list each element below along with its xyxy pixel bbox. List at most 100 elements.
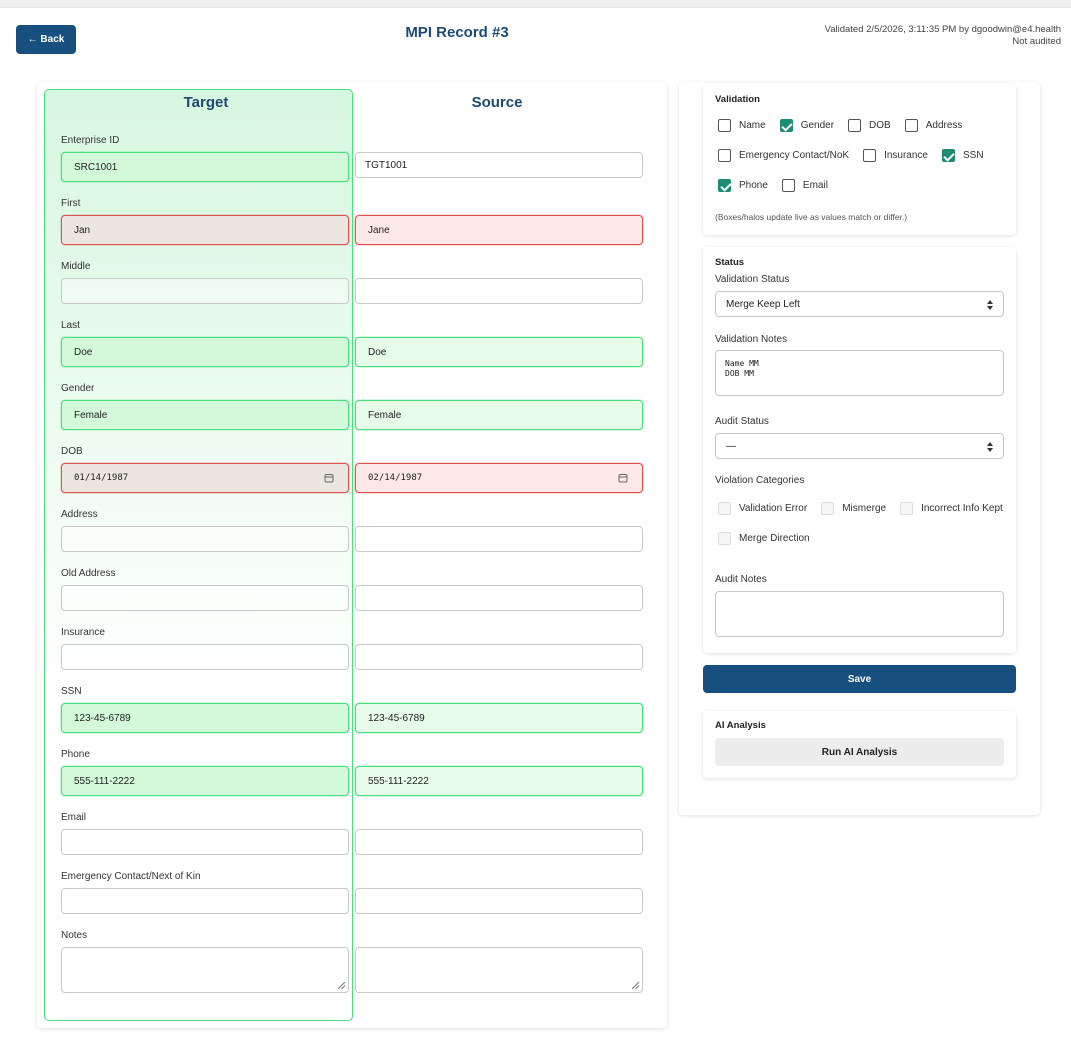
ai-title: AI Analysis bbox=[715, 720, 766, 731]
target-input[interactable]: 555-111-2222 bbox=[61, 766, 349, 796]
validation-note: (Boxes/halos update live as values match… bbox=[715, 212, 908, 222]
field-pair bbox=[61, 644, 643, 670]
calendar-icon[interactable] bbox=[618, 473, 628, 483]
field-label: First bbox=[61, 198, 81, 209]
validation-check: Insurance bbox=[863, 149, 928, 162]
target-input[interactable] bbox=[61, 278, 349, 304]
check-label: Merge Direction bbox=[739, 533, 810, 544]
page-title: MPI Record #3 bbox=[405, 24, 509, 41]
check-label: Gender bbox=[800, 120, 835, 131]
validation-title: Validation bbox=[715, 94, 760, 105]
field-pair: SRC1001 TGT1001 bbox=[61, 152, 643, 182]
check-label: Incorrect Info Kept bbox=[921, 503, 1003, 514]
check-label: Emergency Contact/NoK bbox=[739, 150, 850, 161]
target-input[interactable] bbox=[61, 947, 349, 993]
check-label: SSN bbox=[962, 150, 984, 161]
field-label: Insurance bbox=[61, 627, 105, 638]
target-input[interactable]: SRC1001 bbox=[61, 152, 349, 182]
validation-check: Emergency Contact/NoK bbox=[718, 149, 849, 162]
field-pair: Female Female bbox=[61, 400, 643, 430]
checkbox[interactable] bbox=[904, 119, 918, 132]
target-input[interactable] bbox=[61, 888, 349, 914]
field-pair bbox=[61, 888, 643, 914]
field-label: Violation Categories bbox=[715, 475, 805, 486]
checkbox[interactable] bbox=[718, 502, 731, 515]
checkbox[interactable] bbox=[718, 149, 731, 162]
source-input[interactable]: Female bbox=[355, 400, 643, 430]
source-heading: Source bbox=[471, 94, 523, 111]
run-ai-button[interactable]: Run AI Analysis bbox=[715, 738, 1004, 766]
source-input[interactable]: 555-111-2222 bbox=[355, 766, 643, 796]
source-input[interactable]: Jane bbox=[355, 215, 643, 245]
field-label: Email bbox=[61, 812, 87, 823]
checkbox[interactable] bbox=[779, 119, 793, 132]
field-label: SSN bbox=[61, 686, 82, 697]
target-input[interactable] bbox=[61, 585, 349, 611]
field-label: Gender bbox=[61, 383, 95, 394]
target-input[interactable]: Doe bbox=[61, 337, 349, 367]
checkbox[interactable] bbox=[900, 502, 914, 515]
checkbox[interactable] bbox=[718, 119, 731, 132]
target-input[interactable] bbox=[61, 526, 349, 552]
validation-check: DOB bbox=[848, 119, 891, 132]
target-input[interactable]: Jan bbox=[61, 215, 349, 245]
check-label: Insurance bbox=[884, 150, 928, 161]
source-input[interactable] bbox=[355, 585, 643, 611]
source-input[interactable] bbox=[355, 644, 643, 670]
target-input[interactable]: Female bbox=[61, 400, 349, 430]
field-pair: Doe Doe bbox=[61, 337, 643, 367]
field-pair: 555-111-2222 555-111-2222 bbox=[61, 766, 643, 796]
checkbox[interactable] bbox=[718, 532, 731, 545]
audit-info: Not audited bbox=[1012, 36, 1061, 47]
source-input[interactable]: Doe bbox=[355, 337, 643, 367]
source-input[interactable] bbox=[355, 947, 643, 993]
target-input[interactable] bbox=[61, 644, 349, 670]
checkbox[interactable] bbox=[941, 149, 955, 162]
source-input[interactable] bbox=[355, 526, 643, 552]
field-label: Last bbox=[61, 320, 80, 331]
source-input[interactable] bbox=[355, 278, 643, 304]
calendar-icon[interactable] bbox=[324, 473, 334, 483]
save-button[interactable]: Save bbox=[703, 665, 1016, 693]
source-input[interactable]: TGT1001 bbox=[355, 152, 643, 178]
field-pair: 01/14/1987 02/14/1987 bbox=[61, 463, 643, 493]
top-bar bbox=[0, 0, 1071, 8]
violation-check: Validation Error bbox=[718, 502, 807, 515]
checkbox[interactable] bbox=[848, 119, 862, 132]
resize-grip bbox=[631, 981, 640, 990]
target-heading: Target bbox=[183, 94, 229, 111]
checkbox[interactable] bbox=[781, 179, 795, 192]
compare-card: Target Source Enterprise ID SRC1001 TGT100… bbox=[37, 82, 667, 1028]
source-input[interactable] bbox=[355, 888, 643, 914]
target-input[interactable] bbox=[61, 829, 349, 855]
resize-grip bbox=[337, 981, 346, 990]
audit-status-select[interactable]: — bbox=[715, 433, 1004, 459]
checkbox[interactable] bbox=[821, 502, 835, 515]
source-input[interactable]: 02/14/1987 bbox=[355, 463, 643, 493]
checkbox[interactable] bbox=[863, 149, 877, 162]
audit-notes[interactable] bbox=[715, 591, 1004, 637]
check-label: Name bbox=[739, 120, 766, 131]
validation-notes[interactable]: Name MM DOB MM bbox=[715, 350, 1004, 396]
field-label: DOB bbox=[61, 446, 83, 457]
source-input[interactable] bbox=[355, 829, 643, 855]
checkbox[interactable] bbox=[718, 179, 731, 192]
violation-checks: Validation Error Mismerge Incorrect Info K… bbox=[718, 502, 1008, 545]
validation-checks: Name Gender DOB Address Emergency Contact/No… bbox=[718, 119, 1008, 192]
violation-check: Incorrect Info Kept bbox=[900, 502, 1003, 515]
field-label: Validation Notes bbox=[715, 334, 788, 345]
target-input[interactable]: 123-45-6789 bbox=[61, 703, 349, 733]
violation-check: Merge Direction bbox=[718, 532, 810, 545]
ai-card: AI Analysis Run AI Analysis bbox=[703, 711, 1016, 778]
validation-status-select[interactable]: Merge Keep Left bbox=[715, 291, 1004, 317]
check-label: Email bbox=[802, 180, 828, 191]
source-input[interactable]: 123-45-6789 bbox=[355, 703, 643, 733]
field-pair bbox=[61, 585, 643, 611]
back-button[interactable]: ← Back bbox=[16, 25, 76, 54]
field-rows: Enterprise ID SRC1001 TGT1001 First Jan Jane M… bbox=[61, 130, 643, 1004]
target-input[interactable]: 01/14/1987 bbox=[61, 463, 349, 493]
validation-check: Address bbox=[904, 119, 963, 132]
check-label: Address bbox=[925, 120, 963, 131]
